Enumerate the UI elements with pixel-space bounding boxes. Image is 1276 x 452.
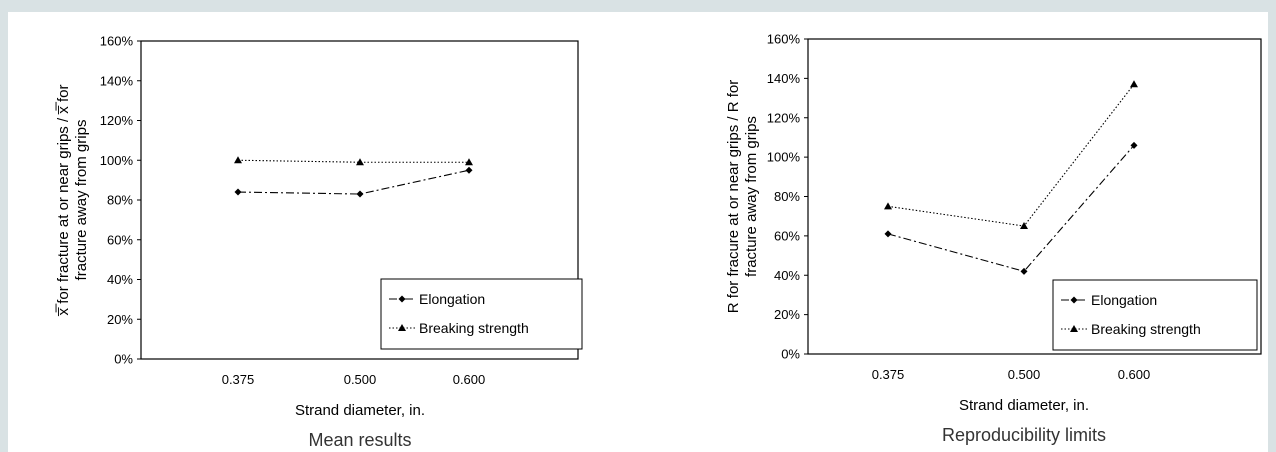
data-point: [1020, 267, 1028, 275]
series-breaking-strength: [884, 80, 1138, 230]
data-point: [465, 166, 473, 174]
y-tick-label: 40%: [774, 268, 800, 283]
y-axis-title-line1: R for fracure at or near grips / R for: [725, 80, 742, 313]
data-point: [234, 188, 242, 196]
figure-panel: 0% 20% 40% 60% 80% 100% 120% 140% 160% 0.375 0.500…: [8, 12, 1268, 452]
x-tick-label: 0.375: [222, 372, 255, 387]
legend-box: [1052, 279, 1258, 351]
y-tick-label: 120%: [767, 110, 801, 125]
charts-canvas: 0% 20% 40% 60% 80% 100% 120% 140% 160% 0.375 0.500…: [55, 32, 1262, 450]
y-tick-label: 20%: [774, 307, 800, 322]
y-tick-label: 140%: [100, 73, 134, 88]
data-point: [1130, 141, 1138, 149]
data-point: [465, 158, 473, 166]
x-tick-label: 0.500: [344, 372, 377, 387]
y-tick-label: 40%: [107, 272, 133, 287]
y-tick-label: 0%: [114, 352, 133, 367]
series-elongation: [234, 166, 473, 198]
series-elongation: [884, 141, 1138, 275]
data-point: [356, 190, 364, 198]
series-line: [237, 169, 470, 195]
x-tick-label: 0.600: [1118, 367, 1151, 382]
legend-label: Elongation: [419, 291, 485, 307]
x-tick-label: 0.375: [872, 367, 905, 382]
legend: Elongation Breaking strength: [380, 278, 583, 350]
data-point: [884, 202, 892, 210]
y-tick-label: 60%: [107, 232, 133, 247]
x-tick-label: 0.600: [453, 372, 486, 387]
y-tick-label: 120%: [100, 113, 134, 128]
chart-reproducibility-limits: 0% 20% 40% 60% 80% 100% 120% 140% 160% 0.375 0.500…: [725, 32, 1262, 445]
y-tick-label: 160%: [100, 34, 134, 49]
y-tick-label: 20%: [107, 312, 133, 327]
x-axis-title: Strand diameter, in.: [295, 402, 425, 419]
data-point: [1130, 80, 1138, 88]
data-point: [1020, 222, 1028, 230]
series-line: [887, 144, 1135, 272]
y-tick-label: 100%: [100, 153, 134, 168]
series-breaking-strength: [234, 156, 473, 166]
data-point: [234, 156, 242, 164]
data-point: [884, 230, 892, 238]
legend-label: Breaking strength: [1091, 321, 1201, 337]
y-tick-label: 80%: [107, 193, 133, 208]
y-tick-label: 60%: [774, 228, 800, 243]
legend-marker: [1070, 325, 1078, 332]
x-tick-label: 0.500: [1008, 367, 1041, 382]
y-tick-label: 160%: [767, 32, 801, 47]
y-axis-title-line1: x̅̅ for fracture at or near grips / x̅̅ …: [55, 85, 72, 317]
x-axis-title: Strand diameter, in.: [959, 397, 1089, 414]
data-point: [356, 158, 364, 166]
legend-marker: [398, 324, 406, 331]
y-tick-label: 100%: [767, 150, 801, 165]
legend: Elongation Breaking strength: [1052, 279, 1258, 351]
legend-box: [380, 278, 583, 350]
legend-label: Breaking strength: [419, 320, 529, 336]
y-tick-label: 0%: [781, 347, 800, 362]
y-tick-label: 80%: [774, 189, 800, 204]
y-tick-label: 140%: [767, 71, 801, 86]
legend-label: Elongation: [1091, 292, 1157, 308]
chart-caption: Mean results: [308, 430, 411, 450]
y-axis-title-line2: fracture away from grips: [743, 116, 760, 277]
y-axis-title-line2: fracture away from grips: [73, 120, 90, 281]
legend-marker: [1070, 296, 1078, 304]
chart-caption: Reproducibility limits: [942, 425, 1106, 445]
legend-marker: [398, 295, 406, 303]
chart-mean-results: 0% 20% 40% 60% 80% 100% 120% 140% 160% 0.375 0.500…: [55, 34, 583, 450]
